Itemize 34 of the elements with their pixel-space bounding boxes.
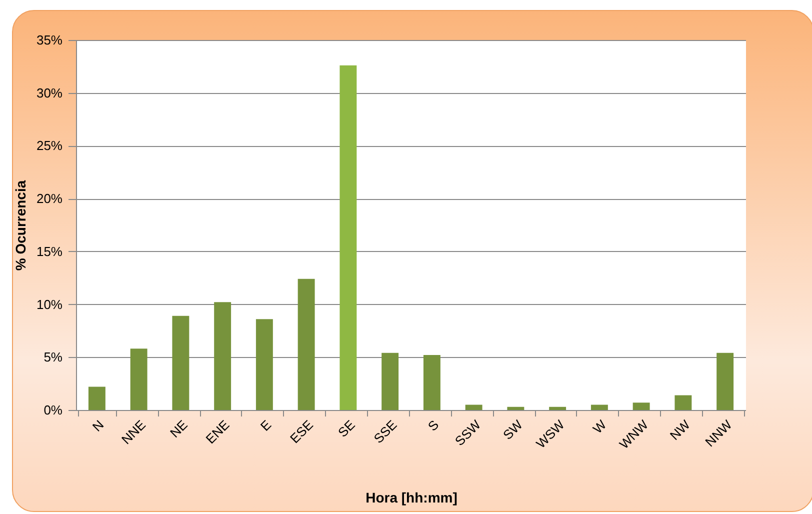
bar	[507, 406, 524, 410]
bar	[423, 355, 440, 410]
bar	[130, 348, 148, 410]
y-tick-label: 35%	[36, 32, 63, 48]
x-axis-title: Hora [hh:mm]	[366, 490, 458, 506]
y-tick-label: 20%	[36, 191, 63, 206]
bar	[674, 395, 692, 410]
bar	[256, 319, 273, 410]
bar	[340, 65, 357, 410]
x-tick-label: E	[257, 416, 274, 434]
y-tick-label: 25%	[36, 138, 63, 154]
x-tick-label: S	[424, 416, 442, 434]
y-axis-title: % Ocurrencia	[12, 180, 28, 271]
x-tick-label: SW	[500, 416, 526, 443]
bar	[298, 278, 315, 410]
x-tick-label: NW	[666, 416, 694, 444]
x-tick-label: W	[590, 416, 610, 436]
y-tick-label: 5%	[44, 350, 63, 365]
bar	[382, 352, 399, 410]
bar	[172, 316, 190, 410]
bar	[465, 404, 482, 410]
x-tick-label: NE	[167, 416, 191, 440]
y-tick-label: 30%	[36, 85, 63, 100]
bar	[590, 404, 608, 410]
bar	[214, 302, 232, 410]
y-tick-label: 10%	[36, 296, 63, 312]
y-tick-label: 15%	[36, 244, 63, 259]
bar	[716, 352, 734, 410]
bar	[632, 402, 650, 410]
y-tick-label: 0%	[44, 402, 63, 418]
x-tick-label: SE	[335, 416, 358, 440]
bar	[549, 406, 566, 410]
x-tick-label: N	[89, 417, 107, 434]
bar	[88, 386, 106, 410]
